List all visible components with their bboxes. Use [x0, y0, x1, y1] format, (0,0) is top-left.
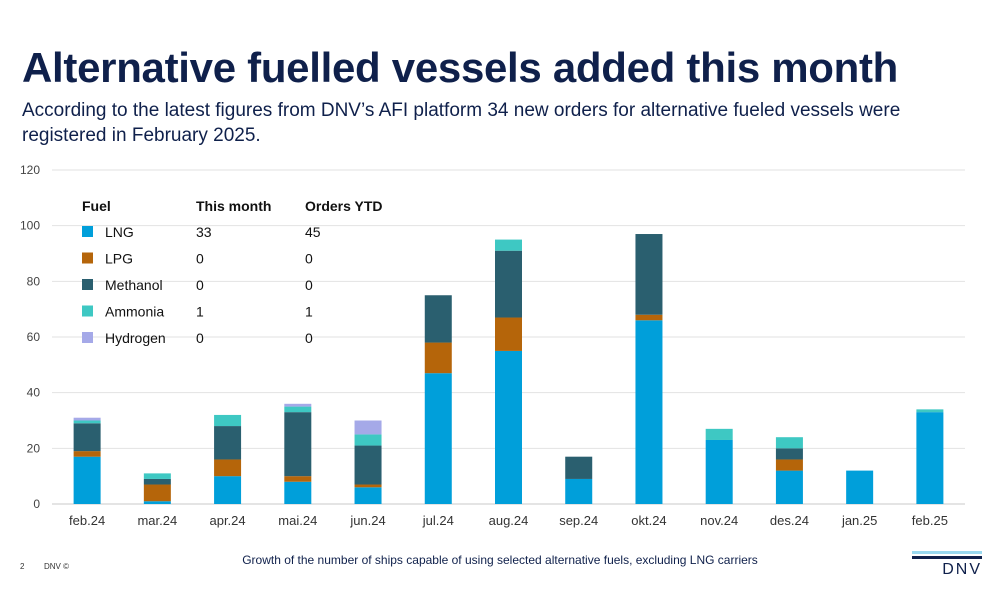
x-tick-label: sep.24 — [559, 513, 598, 528]
bar-segment-methanol — [635, 234, 663, 315]
page-subtitle: According to the latest figures from DNV… — [22, 100, 901, 146]
x-tick-label: aug.24 — [489, 513, 529, 528]
x-tick-label: jan.25 — [841, 513, 877, 528]
bar-segment-lng — [73, 456, 101, 504]
x-tick-label: des.24 — [770, 513, 809, 528]
bar-segment-lng — [705, 439, 733, 504]
y-tick-label: 100 — [20, 219, 40, 233]
y-tick-label: 60 — [27, 330, 41, 344]
bar-segment-methanol — [214, 426, 242, 460]
bar-segment-lpg — [143, 484, 171, 502]
bar-segment-methanol — [284, 412, 312, 477]
x-tick-label: feb.24 — [69, 513, 105, 528]
bar-segment-ammonia — [705, 428, 733, 440]
legend-ytd-value: 45 — [305, 224, 321, 240]
bar-segment-hydrogen — [73, 417, 101, 421]
x-tick-label: mai.24 — [278, 513, 317, 528]
bar-segment-lpg — [495, 317, 522, 351]
legend-header: This month — [196, 198, 271, 214]
legend-ytd-value: 0 — [305, 251, 313, 267]
bar-segment-lpg — [214, 459, 242, 477]
bar-segment-methanol — [424, 295, 452, 343]
legend-this-month-value: 1 — [196, 304, 204, 320]
bar-segment-lng — [775, 470, 803, 504]
y-tick-label: 20 — [27, 441, 41, 455]
legend-swatch-hydrogen — [82, 332, 93, 343]
x-tick-label: apr.24 — [209, 513, 245, 528]
legend-fuel-label: Methanol — [105, 277, 163, 293]
bar-segment-lng — [916, 412, 944, 504]
logo-bar-dark — [912, 556, 982, 559]
bar-segment-methanol — [775, 448, 803, 460]
bar-segment-lpg — [635, 314, 663, 321]
bar-segment-lng — [635, 320, 663, 504]
copyright-text: DNV © — [44, 562, 70, 571]
legend-this-month-value: 0 — [196, 277, 204, 293]
y-tick-label: 40 — [27, 386, 41, 400]
chart-footnote: Growth of the number of ships capable of… — [242, 553, 758, 567]
bar-segment-ammonia — [495, 239, 522, 251]
legend-fuel-label: Hydrogen — [105, 330, 166, 346]
legend-swatch-ammonia — [82, 305, 93, 317]
legend-this-month-value: 33 — [196, 224, 212, 240]
bar-segment-lpg — [424, 342, 452, 374]
bar-segment-lng — [354, 487, 382, 504]
bar-segment-lng — [143, 501, 171, 504]
x-tick-label: nov.24 — [700, 513, 738, 528]
bar-segment-ammonia — [916, 409, 944, 413]
bar-segment-methanol — [354, 445, 382, 485]
bar-segment-lpg — [354, 484, 382, 488]
legend-header: Fuel — [82, 198, 111, 214]
x-tick-label: feb.25 — [912, 513, 948, 528]
bar-segment-ammonia — [354, 434, 382, 446]
bar-segment-methanol — [565, 456, 593, 479]
page-title: Alternative fuelled vessels added this m… — [22, 44, 899, 91]
bar-segment-lng — [495, 350, 522, 504]
dnv-logo: DNV — [912, 551, 982, 579]
bar-segment-ammonia — [73, 420, 101, 424]
x-tick-label: jun.24 — [349, 513, 385, 528]
bar-segment-methanol — [73, 423, 101, 452]
bar-segment-ammonia — [284, 406, 312, 413]
legend-swatch-methanol — [82, 279, 93, 290]
legend-header: Orders YTD — [305, 198, 383, 214]
legend-fuel-label: LNG — [105, 224, 134, 240]
legend-this-month-value: 0 — [196, 251, 204, 267]
bar-segment-methanol — [495, 250, 522, 318]
bar-segment-lpg — [73, 451, 101, 457]
legend-ytd-value: 0 — [305, 277, 313, 293]
bar-segment-methanol — [143, 478, 171, 485]
bar-segment-ammonia — [775, 437, 803, 449]
bar-segment-lng — [214, 476, 242, 504]
logo-text: DNV — [942, 561, 982, 578]
bar-segment-lpg — [775, 459, 803, 471]
bar-segment-hydrogen — [354, 420, 382, 435]
bar-segment-lng — [565, 478, 593, 504]
y-tick-label: 0 — [33, 497, 40, 511]
x-tick-label: jul.24 — [422, 513, 454, 528]
legend-fuel-label: LPG — [105, 251, 133, 267]
bar-segment-lng — [424, 373, 452, 504]
legend-ytd-value: 0 — [305, 330, 313, 346]
x-tick-label: okt.24 — [631, 513, 666, 528]
legend-swatch-lng — [82, 226, 93, 237]
bar-segment-lpg — [284, 476, 312, 482]
y-tick-label: 80 — [27, 274, 41, 288]
bar-segment-lng — [846, 470, 874, 504]
page-number: 2 — [20, 562, 25, 571]
legend-fuel-label: Ammonia — [105, 304, 164, 320]
bar-segment-lng — [284, 481, 312, 504]
bar-segment-ammonia — [143, 473, 171, 479]
bar-segment-hydrogen — [284, 403, 312, 407]
legend-swatch-lpg — [82, 252, 93, 264]
logo-bar-light — [912, 551, 982, 554]
legend-this-month-value: 0 — [196, 330, 204, 346]
legend-ytd-value: 1 — [305, 304, 313, 320]
y-tick-label: 120 — [20, 163, 40, 177]
bar-segment-ammonia — [214, 414, 242, 427]
x-tick-label: mar.24 — [137, 513, 177, 528]
